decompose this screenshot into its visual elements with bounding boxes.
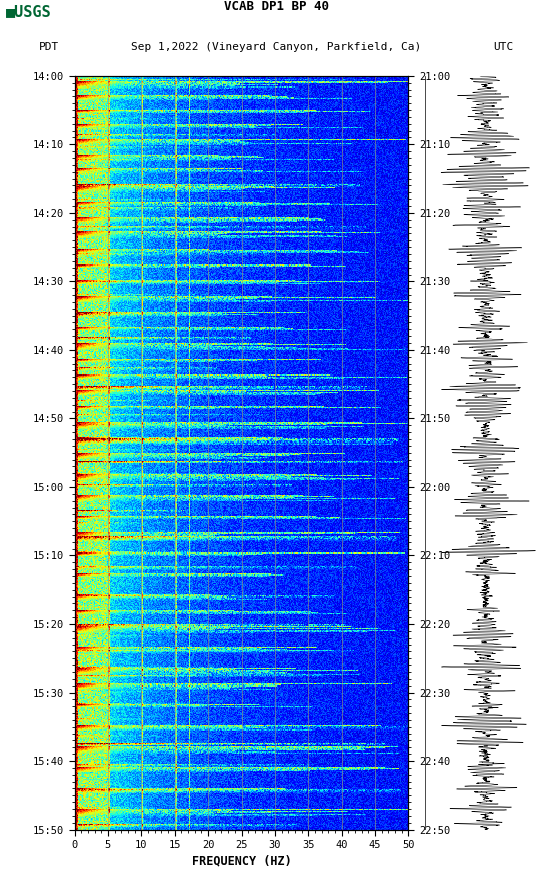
- Text: PDT: PDT: [39, 42, 59, 52]
- X-axis label: FREQUENCY (HZ): FREQUENCY (HZ): [192, 855, 291, 867]
- Text: VCAB DP1 BP 40: VCAB DP1 BP 40: [224, 0, 328, 13]
- Text: Sep 1,2022 (Vineyard Canyon, Parkfield, Ca): Sep 1,2022 (Vineyard Canyon, Parkfield, …: [131, 42, 421, 52]
- Text: UTC: UTC: [493, 42, 513, 52]
- Text: ■USGS: ■USGS: [6, 4, 51, 19]
